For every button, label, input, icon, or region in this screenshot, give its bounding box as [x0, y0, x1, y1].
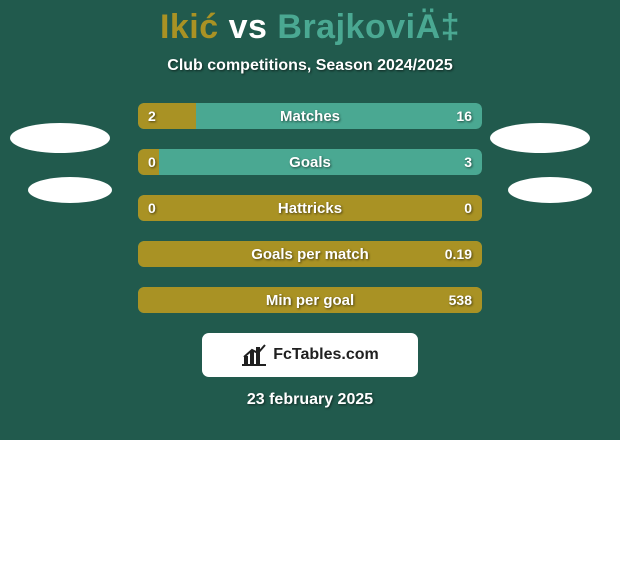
title-player2: BrajkoviÄ‡: [277, 8, 460, 46]
stat-bar: 0Hattricks0: [138, 195, 482, 221]
title-player1: Ikić: [160, 8, 219, 46]
player-avatar: [508, 177, 592, 203]
stat-bar: 0Goals3: [138, 149, 482, 175]
bar-chart-icon: [241, 344, 267, 366]
stat-bar-left-fill: [138, 287, 482, 313]
stat-bar: Min per goal538: [138, 287, 482, 313]
player-avatar: [10, 123, 110, 153]
snapshot-date: 23 february 2025: [0, 391, 620, 409]
page-title: Ikić vs BrajkoviÄ‡: [0, 0, 620, 47]
player-avatar: [490, 123, 590, 153]
stat-bar: 2Matches16: [138, 103, 482, 129]
stat-bar-right-fill: [138, 149, 482, 175]
stat-bar-left-fill: [138, 195, 482, 221]
player-avatar: [28, 177, 112, 203]
stat-bar-left-fill: [138, 149, 159, 175]
subtitle: Club competitions, Season 2024/2025: [0, 57, 620, 75]
stat-bar-left-fill: [138, 103, 196, 129]
attribution-text: FcTables.com: [273, 346, 379, 364]
comparison-panel: Ikić vs BrajkoviÄ‡ Club competitions, Se…: [0, 0, 620, 440]
attribution-badge: FcTables.com: [202, 333, 418, 377]
stat-bar-left-fill: [138, 241, 482, 267]
stat-bar: Goals per match0.19: [138, 241, 482, 267]
title-vs: vs: [219, 8, 278, 46]
